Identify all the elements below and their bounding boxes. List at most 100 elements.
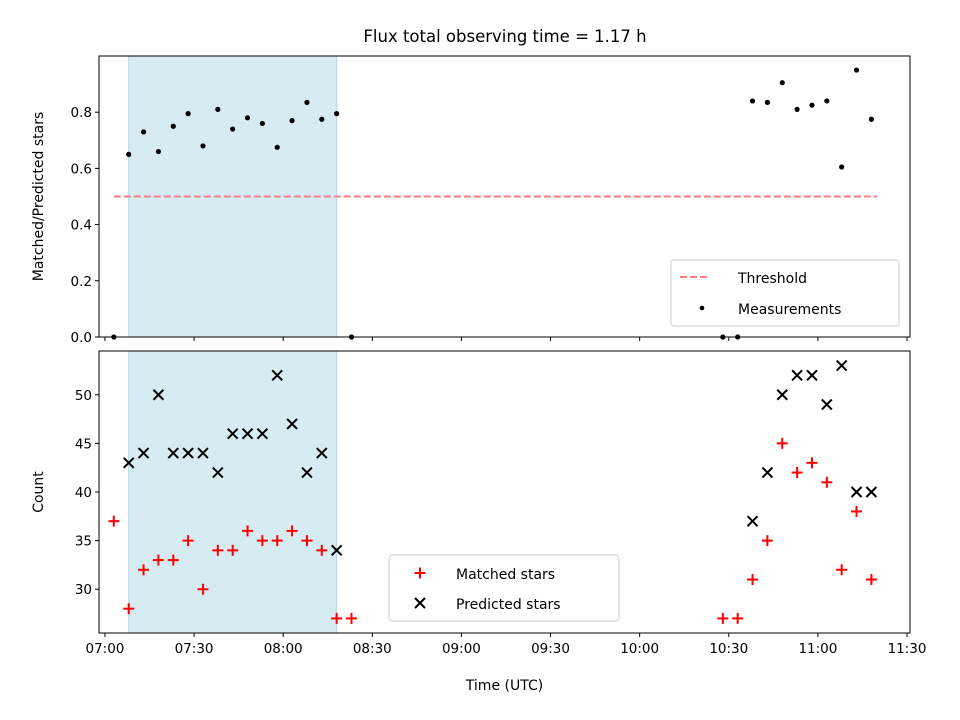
predicted-star-point (850, 486, 863, 498)
legend-measurements-label: Measurements (738, 302, 841, 318)
matched-star-point (212, 544, 224, 556)
x-axis-ticks (104, 337, 908, 341)
measurement-point (868, 116, 874, 122)
matched-star-point (286, 525, 298, 537)
predicted-star-point (301, 466, 313, 479)
measurement-point (259, 120, 265, 127)
x-tick-label: 07:00 (85, 641, 124, 657)
predicted-star-point (122, 457, 135, 469)
matched-star-point (836, 564, 848, 576)
measurement-point (126, 151, 132, 157)
x-tick-label: 09:30 (531, 641, 570, 657)
predicted-star-point (241, 427, 254, 440)
x-axis-label: Time (UTC) (465, 678, 543, 694)
predicted-star-point (197, 447, 209, 459)
y-tick-label: 0.6 (71, 161, 92, 177)
measurement-point (215, 106, 221, 112)
matched-star-point (182, 535, 194, 547)
matched-star-point (865, 574, 877, 586)
count-panel-frame (98, 350, 911, 634)
y-tick-label: 30 (75, 582, 92, 598)
x-axis-ticks: 07:00 07:30 08:00 08:30 09:00 09:30 10:00 10:30… (85, 633, 926, 657)
y-tick-label: 0.8 (71, 105, 92, 121)
matched-star-point (256, 535, 268, 547)
matched-star-point (242, 525, 254, 537)
matched-star-point (851, 505, 863, 517)
measurement-point (170, 123, 176, 129)
predicted-star-point (776, 389, 788, 401)
predicted-star-point (226, 427, 239, 440)
matched-star-point (747, 574, 759, 586)
measurement-point (140, 129, 147, 135)
matched-star-point (821, 476, 833, 488)
y-tick-label: 50 (75, 388, 92, 404)
measurement-point (244, 115, 251, 121)
predicted-star-point (212, 466, 224, 479)
legend-predicted-label: Predicted stars (456, 597, 561, 613)
legend-x-mark (414, 597, 426, 609)
predicted-star-point (137, 447, 150, 459)
legend-plus-mark (414, 567, 426, 579)
predicted-star-point (791, 369, 803, 382)
legend-matched-swatch (414, 567, 426, 579)
matched-star-point (152, 554, 164, 566)
observing-window-shade (128, 350, 338, 634)
y-axis-ticks: 30 35 40 45 50 (75, 388, 99, 598)
x-tick-label: 07:30 (175, 641, 214, 657)
predicted-star-point (835, 359, 848, 372)
predicted-star-point (182, 447, 194, 459)
matched-star-point (227, 544, 239, 556)
y-tick-label: 35 (75, 534, 92, 550)
matched-star-point (138, 564, 150, 576)
measurement-point (749, 98, 756, 104)
matched-star-point (331, 612, 343, 624)
predicted-star-point (167, 447, 179, 459)
matched-star-point (346, 612, 358, 624)
matched-star-point (717, 612, 729, 624)
measurement-point (289, 118, 295, 124)
x-tick-label: 11:30 (888, 641, 927, 657)
legend-threshold-label: Threshold (737, 271, 807, 287)
matched-star-point (316, 544, 328, 556)
measurement-point (794, 106, 800, 112)
y-axis-ticks: 0.0 0.2 0.4 0.6 0.8 (71, 105, 99, 346)
measurement-point (764, 99, 771, 105)
ratio-panel: 0.00.20.40.60.8 Matched/Predicted stars … (31, 55, 911, 346)
observing-window-shade (128, 55, 338, 338)
y-tick-label: 0.2 (71, 274, 92, 290)
legend-box (670, 259, 900, 327)
predicted-star-point (256, 427, 269, 440)
x-tick-label: 10:00 (620, 641, 659, 657)
predicted-star-point (330, 544, 343, 557)
x-tick-label: 11:00 (798, 641, 837, 657)
matched-star-point (761, 535, 773, 547)
measurement-point (274, 144, 280, 150)
matched-star-point (271, 535, 283, 547)
matched-star-point (791, 467, 803, 479)
measurement-point (853, 67, 860, 73)
predicted-star-point (821, 398, 833, 411)
legend-measurements-swatch (699, 305, 705, 311)
y-tick-label: 40 (75, 485, 92, 501)
matched-star-point (806, 457, 818, 469)
matched-star-point (732, 612, 744, 624)
measurement-point (230, 126, 236, 132)
count-panel: 30 35 40 45 50 07:00 07:30 08:00 08:30 09:00 09:3… (31, 350, 926, 694)
matched-star-point (197, 583, 209, 595)
legend-matched-label: Matched stars (456, 567, 555, 583)
measurement-point (200, 143, 206, 149)
ratio-y-axis-label: Matched/Predicted stars (31, 112, 47, 282)
y-tick-label: 45 (75, 436, 92, 452)
predicted-star-point (152, 389, 165, 401)
legend-box (388, 554, 620, 622)
predicted-star-point (865, 486, 878, 498)
measurement-point (319, 116, 325, 122)
ratio-legend: Threshold Measurements (670, 259, 900, 327)
measurement-point (155, 148, 162, 155)
measurement-point (334, 111, 340, 117)
matched-star-point (776, 437, 788, 449)
count-legend: Matched stars Predicted stars (388, 554, 620, 622)
predicted-star-point (316, 447, 328, 459)
measurement-point (779, 80, 785, 86)
